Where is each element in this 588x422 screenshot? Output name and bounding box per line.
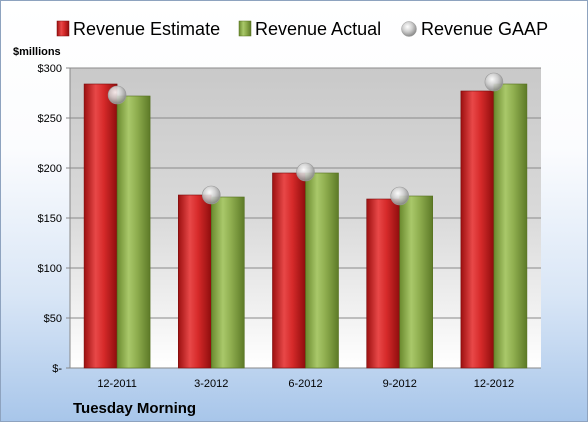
bars: [83, 83, 528, 369]
y-tick-label: $50: [44, 313, 62, 325]
gaap-marker: [107, 85, 127, 105]
x-tick-label: 9-2012: [383, 378, 417, 390]
y-tick-label: $250: [38, 113, 62, 125]
y-tick-label: $100: [38, 263, 62, 275]
gaap-marker: [484, 72, 504, 92]
y-tick-label: $200: [38, 163, 62, 175]
bar-actual: [211, 196, 245, 369]
x-tick-label: 12-2012: [474, 378, 514, 390]
y-tick-label: $150: [38, 213, 62, 225]
bar-actual: [116, 95, 151, 369]
legend-swatch-estimate: [56, 20, 70, 37]
x-tick-label: 3-2012: [194, 378, 228, 390]
bar-actual: [305, 172, 339, 369]
gaap-marker: [390, 186, 410, 206]
bar-estimate: [178, 194, 212, 369]
legend-swatch-actual: [238, 20, 252, 37]
x-tick-label: 12-2011: [97, 378, 137, 390]
bar-estimate: [83, 83, 118, 369]
legend: Revenue Estimate Revenue Actual Revenue …: [56, 19, 548, 39]
legend-label-gaap: Revenue GAAP: [421, 19, 548, 39]
legend-label-estimate: Revenue Estimate: [73, 19, 220, 39]
y-tick-labels: $- $50 $100 $150 $200 $250 $300: [38, 63, 70, 375]
y-unit-label: $millions: [13, 46, 61, 58]
bar-estimate: [366, 198, 401, 369]
gaap-marker: [296, 162, 315, 182]
x-tick-labels: 12-2011 3-2012 6-2012 9-2012 12-2012: [97, 378, 514, 390]
bar-estimate: [460, 90, 495, 369]
gaap-marker: [202, 185, 221, 205]
y-tick-label: $-: [52, 363, 62, 375]
bar-actual: [493, 83, 528, 369]
bar-estimate: [272, 172, 306, 369]
bar-actual: [399, 195, 434, 369]
y-tick-label: $300: [38, 63, 62, 75]
x-tick-label: 6-2012: [288, 378, 322, 390]
gaap-markers: [107, 72, 504, 206]
legend-swatch-gaap: [401, 21, 417, 37]
legend-label-actual: Revenue Actual: [255, 19, 381, 39]
company-name: Tuesday Morning: [73, 400, 196, 417]
